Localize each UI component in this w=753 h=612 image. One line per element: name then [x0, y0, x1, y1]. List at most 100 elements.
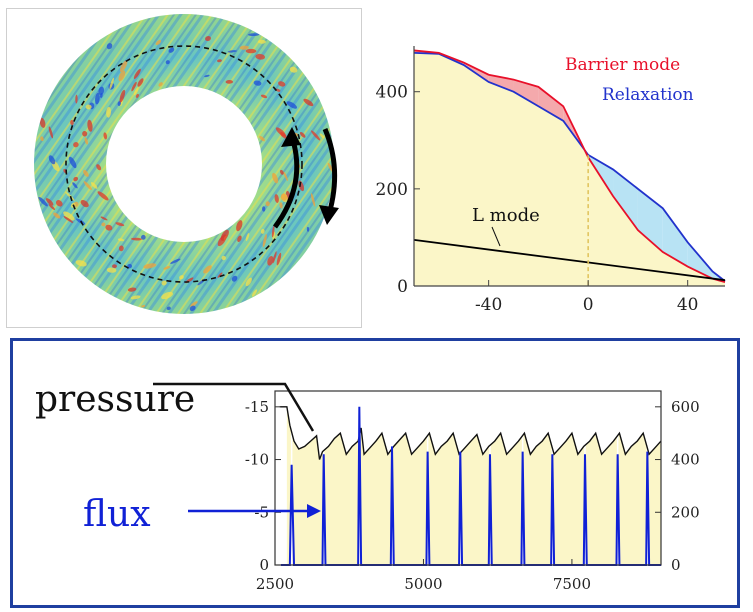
turbulence-eddy: [168, 47, 175, 53]
turbulence-eddy: [204, 74, 210, 78]
turbulence-eddy: [303, 98, 314, 107]
turbulence-eddy: [306, 226, 310, 232]
turbulence-eddy: [221, 255, 226, 261]
turbulence-eddy: [141, 305, 146, 308]
turbulence-eddy: [118, 245, 124, 252]
turbulence-eddy: [311, 130, 321, 141]
pressure-line: [279, 406, 662, 460]
barrier-mode-label: Barrier mode: [565, 55, 680, 75]
turbulence-eddy: [166, 306, 171, 311]
turbulence-eddy: [90, 182, 98, 189]
turbulence-eddy: [267, 256, 274, 266]
turbulence-eddy: [75, 260, 87, 267]
turbulence-eddy: [327, 162, 334, 172]
turbulence-eddy: [133, 68, 141, 79]
turbulence-eddy: [38, 196, 48, 207]
turbulence-eddy: [112, 264, 117, 269]
turbulence-eddy: [245, 277, 252, 287]
turbulence-eddy: [80, 199, 89, 208]
x-tick-label: 0: [583, 295, 594, 315]
relaxation-label: Relaxation: [602, 85, 694, 105]
turbulence-eddy: [179, 275, 184, 280]
turbulence-eddy: [262, 206, 266, 212]
timeseries-chart-svg: 2500 5000 7500 0 -5 -10 -15 0 200 400 600 pressure…: [35, 379, 700, 593]
turbulence-eddy: [220, 229, 229, 241]
turbulence-eddy: [48, 204, 56, 210]
flux-pointer-arrowhead: [307, 504, 321, 518]
left-y-tick-label: -5: [254, 503, 269, 521]
profile-background-area: [414, 52, 725, 286]
turbulence-eddy: [272, 251, 277, 264]
turbulence-ring: [7, 9, 361, 327]
turbulence-eddy: [203, 265, 212, 274]
dashed-flux-surface: [65, 45, 303, 283]
y-tick-label: 400: [376, 83, 408, 103]
turbulence-eddy: [262, 233, 267, 248]
turbulence-eddy: [83, 169, 89, 177]
x-tick-label: 7500: [553, 575, 591, 593]
curved-arrow-down-icon-head: [319, 205, 339, 225]
turbulence-eddy: [217, 272, 223, 278]
turbulence-eddy: [40, 136, 44, 142]
turbulence-eddy: [48, 126, 54, 139]
turbulence-eddy: [271, 225, 275, 238]
turbulence-eddy: [255, 53, 266, 60]
profile-chart: -40 0 40 0 200 400 Barrier mode Relaxation L mo…: [362, 8, 753, 326]
pressure-area: [286, 406, 661, 565]
turbulence-eddy: [130, 237, 142, 241]
turbulence-torus-image: [6, 8, 362, 328]
barrier-mode-line: [413, 49, 726, 283]
y-tick-label: 0: [397, 277, 408, 297]
x-tick-label: 2500: [256, 575, 294, 593]
turbulence-eddy: [55, 200, 63, 207]
turbulence-eddy: [161, 291, 174, 300]
relaxation-excess-area: [662, 208, 688, 267]
left-y-tick-label: 0: [259, 556, 269, 574]
turbulence-eddy: [289, 66, 298, 73]
x-tick-label: 40: [677, 295, 699, 315]
turbulence-eddy: [135, 93, 139, 98]
turbulence-eddy: [72, 182, 78, 189]
turbulence-eddy: [170, 258, 181, 264]
turbulence-eddy: [141, 234, 146, 240]
turbulence-eddy: [155, 39, 162, 46]
l-mode-label: L mode: [472, 205, 540, 226]
l-mode-pointer: [491, 226, 501, 247]
turbulence-eddy: [257, 39, 266, 44]
turbulence-eddy: [117, 101, 121, 106]
turbulence-eddy: [280, 193, 287, 201]
turbulence-eddy: [236, 220, 243, 232]
curved-arrow-down-icon: [322, 128, 338, 215]
turbulence-eddy: [165, 60, 170, 65]
turbulence-eddy: [137, 78, 144, 87]
turbulence-eddy: [127, 287, 137, 292]
turbulence-eddy: [100, 216, 108, 221]
turbulence-eddy: [48, 155, 56, 165]
turbulence-eddy: [278, 81, 286, 87]
turbulence-eddy: [227, 50, 237, 53]
timeseries-chart: 2500 5000 7500 0 -5 -10 -15 0 200 400 600 pressure…: [10, 338, 740, 608]
right-y-tick-label: 600: [671, 398, 700, 416]
turbulence-eddy: [106, 106, 111, 118]
turbulence-eddy: [109, 77, 114, 90]
turbulence-eddy: [118, 70, 126, 82]
right-y-tick-label: 0: [671, 556, 681, 574]
pressure-pointer: [153, 382, 315, 432]
turbulence-eddy: [53, 212, 61, 219]
plot-frame: [274, 390, 662, 566]
turbulence-eddy: [83, 181, 92, 191]
turbulence-eddy: [106, 267, 117, 273]
turbulence-eddy: [130, 295, 141, 300]
torus-svg: [7, 9, 361, 327]
turbulence-eddy: [245, 48, 257, 54]
turbulence-eddy: [82, 131, 88, 137]
turbulence-eddy: [117, 238, 125, 242]
turbulence-eddy: [276, 252, 282, 266]
turbulence-eddy: [119, 60, 128, 73]
barrier-excess-area: [538, 86, 564, 121]
turbulence-eddy: [87, 119, 93, 132]
turbulence-eddy: [39, 117, 46, 128]
turbulence-eddy: [131, 81, 137, 92]
turbulence-eddy: [299, 131, 306, 138]
turbulence-eddy: [106, 43, 113, 50]
